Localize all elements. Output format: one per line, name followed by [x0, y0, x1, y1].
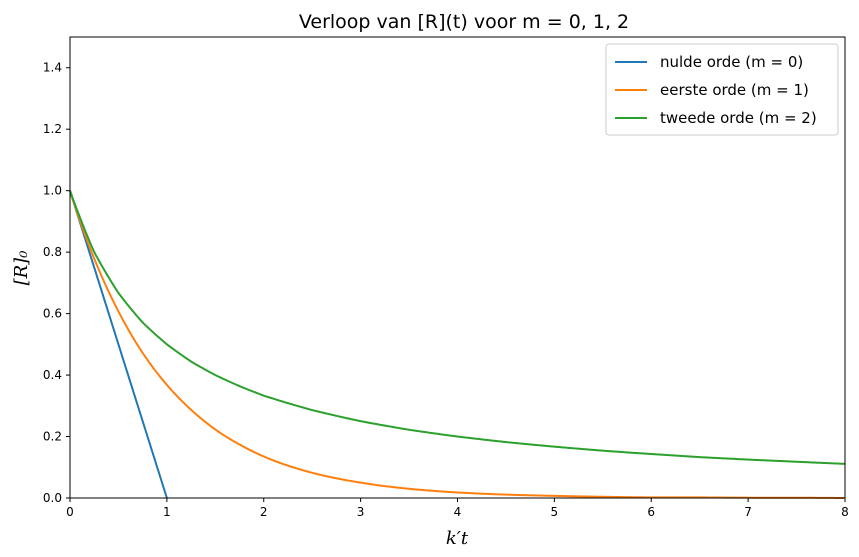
x-tick-label: 6 [647, 505, 655, 519]
x-tick-label: 7 [744, 505, 752, 519]
legend-box [605, 43, 839, 136]
x-tick-label: 5 [551, 505, 559, 519]
legend-label-1: eerste orde (m = 1) [660, 81, 809, 99]
x-tick-label: 8 [841, 505, 849, 519]
ticks-layer: 0 1 2 3 4 5 6 7 8 0.0 0.2 0.4 0.6 0.8 1.0 1.2 1.4 [43, 61, 849, 519]
x-axis-label: k′t [446, 528, 469, 549]
x-tick-label: 4 [454, 505, 462, 519]
y-tick-label: 0.2 [43, 430, 62, 444]
y-tick-label: 1.4 [43, 61, 62, 75]
x-tick-label: 1 [163, 505, 171, 519]
x-tick-label: 0 [66, 505, 74, 519]
legend: nulde orde (m = 0) eerste orde (m = 1) twe… [605, 43, 839, 136]
series-line-2 [69, 190, 846, 465]
y-tick-label: 0.0 [43, 491, 62, 505]
y-tick-label: 0.6 [43, 307, 62, 321]
legend-label-0: nulde orde (m = 0) [660, 53, 803, 71]
x-tick-label: 2 [260, 505, 268, 519]
plot-frame [69, 36, 846, 499]
y-tick-label: 0.8 [43, 245, 62, 259]
chart-title: Verloop van [R](t) voor m = 0, 1, 2 [299, 11, 629, 33]
y-axis-label: [R]₀ [11, 251, 32, 286]
legend-label-2: tweede orde (m = 2) [660, 109, 817, 127]
series-line-1 [69, 190, 846, 499]
y-tick-label: 0.4 [43, 368, 62, 382]
y-tick-label: 1.2 [43, 122, 62, 136]
series-line-0 [69, 190, 168, 499]
x-tick-label: 3 [357, 505, 365, 519]
y-tick-label: 1.0 [43, 184, 62, 198]
lines-layer [69, 190, 846, 499]
